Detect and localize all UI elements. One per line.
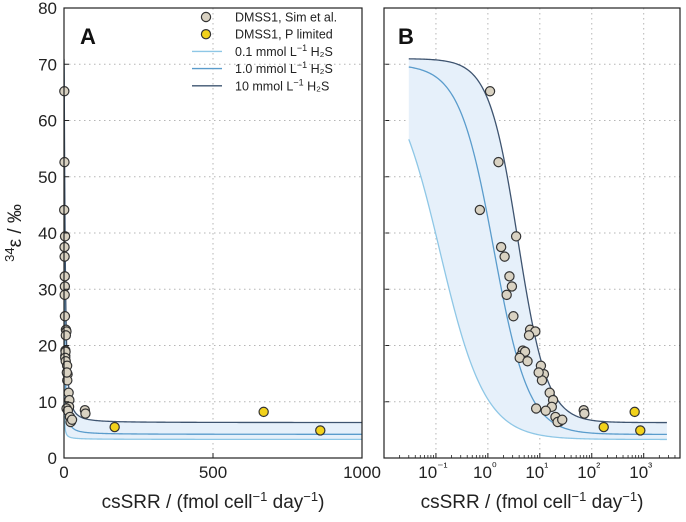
panel-b-point-sim bbox=[540, 405, 551, 416]
panel-b-xtick-label: 10³ bbox=[629, 460, 652, 482]
panel-b-xtick-label: 10⁻¹ bbox=[418, 460, 447, 482]
panel-a-point-sim bbox=[59, 289, 70, 301]
y-axis-label: 34ε / ‰ bbox=[2, 204, 26, 262]
panel-b-curve-1 bbox=[408, 139, 667, 441]
panel-b-point-sim bbox=[474, 204, 486, 216]
panel-b-point-plim bbox=[635, 425, 646, 436]
panel-b-point-plim bbox=[598, 421, 609, 433]
panel-a-ytick-label: 40 bbox=[38, 224, 57, 243]
panel-a-ytick-label: 10 bbox=[38, 393, 57, 412]
panel-a-xtick-label: 0 bbox=[59, 463, 68, 482]
legend-label: DMSS1, P limited bbox=[235, 28, 333, 42]
panel-b-point-sim bbox=[504, 271, 515, 282]
panel-a-ytick-label: 50 bbox=[38, 168, 57, 187]
panel-b-point-sim bbox=[508, 311, 519, 322]
panel-a-point-sim bbox=[80, 408, 91, 419]
panel-b-letter: B bbox=[398, 24, 414, 49]
panel-b-point-sim bbox=[499, 251, 510, 262]
panel-b-point-sim bbox=[484, 86, 496, 97]
panel-a-ytick-label: 20 bbox=[38, 337, 57, 356]
panel-b-xlabel: csSRR / (fmol cell−1 day−1) bbox=[421, 489, 644, 513]
panel-a-point-sim bbox=[66, 414, 78, 425]
panel-a-xtick-label: 500 bbox=[199, 463, 227, 482]
panel-a-point-plim bbox=[315, 425, 326, 436]
panel-a-letter: A bbox=[80, 24, 96, 49]
panel-a-ytick-label: 60 bbox=[38, 112, 57, 131]
panel-a-point-sim bbox=[59, 271, 70, 282]
panel-b-point-sim bbox=[495, 241, 507, 253]
panel-b-point-sim bbox=[557, 414, 568, 425]
panel-b-point-sim bbox=[510, 231, 522, 242]
panel-a-point-plim bbox=[258, 406, 269, 418]
panel-b-point-sim bbox=[506, 281, 518, 292]
legend-marker-plim bbox=[200, 29, 212, 40]
panel-b-point-sim bbox=[522, 356, 533, 367]
panel-a-ytick-label: 70 bbox=[38, 55, 57, 74]
panel-a-point-plim bbox=[109, 421, 120, 433]
panel-a-point-sim bbox=[59, 231, 71, 242]
legend-marker-sim bbox=[200, 11, 212, 23]
panel-b-band bbox=[408, 58, 667, 440]
panel-b-point-sim bbox=[530, 403, 542, 414]
panel-a-ytick-label: 80 bbox=[38, 0, 57, 18]
panel-b-xtick-label: 10² bbox=[577, 460, 600, 482]
panel-a-curve-1 bbox=[64, 139, 362, 441]
panel-a-xtick-label: 1000 bbox=[343, 463, 381, 482]
panel-a-ytick-label: 30 bbox=[38, 280, 57, 299]
panel-a-ticks: 0 500 1000 0 10 20 30 40 50 60 70 80 bbox=[38, 0, 389, 482]
panel-b-point-sim bbox=[493, 156, 504, 168]
panel-a-point-sim bbox=[60, 330, 72, 341]
panel-b-point-plim bbox=[629, 406, 640, 418]
legend-label: 0.1 mmol L−1 H₂S bbox=[235, 43, 333, 59]
panel-b-point-sim bbox=[501, 289, 512, 301]
panel-b-point-sim bbox=[533, 367, 544, 378]
panel-b-xtick-label: 10¹ bbox=[525, 460, 548, 482]
legend-label: 1.0 mmol L−1 H₂S bbox=[235, 60, 333, 76]
panel-b-points bbox=[474, 86, 646, 436]
panel-b-ticks: 10⁻¹ 10⁰ 10¹ 10² 10³ bbox=[399, 453, 676, 482]
panel-a-points bbox=[59, 86, 326, 436]
panel-a: 0 500 1000 0 10 20 30 40 50 60 70 80 A DMSS1, Sim e… bbox=[38, 0, 389, 482]
panel-b-point-sim bbox=[579, 408, 590, 419]
panel-b: 10⁻¹ 10⁰ 10¹ 10² 10³ B bbox=[383, 7, 681, 482]
panel-a-point-sim bbox=[59, 251, 70, 262]
panel-b-curve-3 bbox=[408, 58, 667, 424]
panel-b-xtick-label: 10⁰ bbox=[473, 460, 497, 482]
legend-label: DMSS1, Sim et al. bbox=[235, 11, 337, 25]
panel-a-ytick-label: 0 bbox=[48, 449, 57, 468]
panel-a-point-sim bbox=[59, 311, 71, 322]
panel-b-shaded-band bbox=[408, 58, 667, 440]
panel-b-point-sim bbox=[523, 330, 535, 341]
panel-a-xlabel: csSRR / (fmol cell−1 day−1) bbox=[102, 489, 325, 513]
legend-label: 10 mmol L−1 H₂S bbox=[235, 77, 329, 93]
panel-a-grid bbox=[64, 8, 362, 458]
